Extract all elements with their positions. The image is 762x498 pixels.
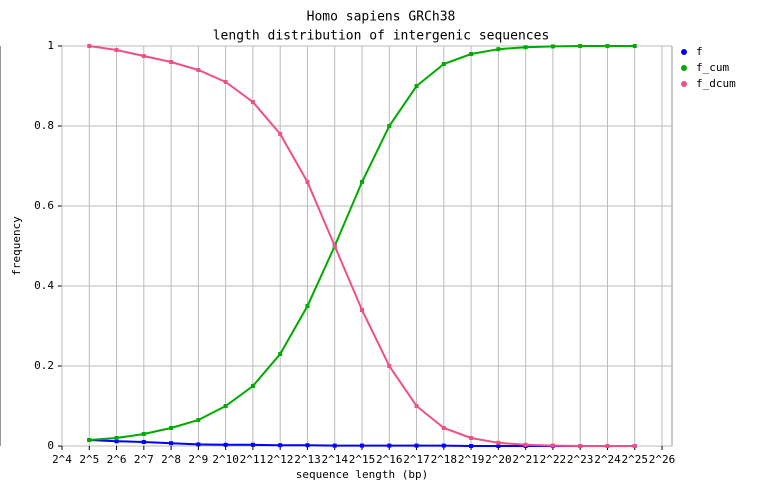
point	[196, 442, 201, 447]
point	[387, 364, 392, 368]
point	[141, 432, 146, 436]
point	[305, 304, 310, 308]
point	[605, 44, 610, 48]
point	[196, 68, 201, 72]
point	[632, 444, 637, 448]
y-tick-label: 0.8	[34, 119, 54, 132]
x-tick-label: 2^19	[458, 453, 485, 466]
point	[114, 439, 119, 444]
x-tick-label: 2^25	[621, 453, 648, 466]
point	[469, 444, 474, 448]
y-axis-label: frequency	[10, 216, 23, 276]
point	[550, 443, 555, 448]
point	[496, 47, 501, 52]
x-tick-label: 2^21	[512, 453, 539, 466]
point	[223, 80, 228, 84]
point	[223, 404, 228, 408]
x-tick-label: 2^7	[134, 453, 154, 466]
point	[169, 60, 174, 64]
y-tick-label: 0.6	[34, 199, 54, 212]
point	[360, 180, 364, 184]
point	[360, 443, 364, 448]
x-axis-label: sequence length (bp)	[296, 468, 428, 481]
point	[278, 132, 283, 136]
point	[469, 52, 474, 56]
point	[332, 443, 337, 448]
point	[196, 418, 201, 422]
point	[550, 44, 555, 49]
point	[496, 440, 501, 445]
point	[441, 426, 446, 430]
x-tick-label: 2^16	[376, 453, 403, 466]
point	[578, 44, 583, 48]
point	[141, 54, 146, 58]
point	[387, 124, 392, 128]
y-tick-label: 0.4	[34, 279, 54, 292]
point	[523, 45, 528, 50]
x-tick-label: 2^9	[188, 453, 208, 466]
x-tick-label: 2^26	[649, 453, 676, 466]
x-tick-label: 2^24	[594, 453, 621, 466]
point	[169, 441, 174, 446]
point	[250, 384, 255, 388]
point	[141, 440, 146, 444]
point	[250, 100, 255, 104]
y-tick-label: 0	[47, 439, 54, 452]
point	[114, 436, 119, 440]
x-tick-label: 2^12	[267, 453, 294, 466]
x-tick-label: 2^14	[321, 453, 348, 466]
chart-title: Homo sapiens GRCh38	[307, 10, 456, 25]
point	[414, 443, 419, 448]
point	[441, 443, 446, 448]
point	[360, 308, 364, 312]
x-tick-label: 2^11	[240, 453, 267, 466]
point	[523, 442, 528, 447]
point	[605, 444, 610, 448]
point	[578, 444, 583, 448]
y-tick-label: 1	[47, 39, 54, 52]
x-tick-label: 2^13	[294, 453, 321, 466]
point	[632, 44, 637, 48]
point	[387, 443, 392, 448]
legend-marker	[681, 65, 687, 71]
point	[87, 44, 92, 48]
x-tick-label: 2^5	[79, 453, 99, 466]
legend-label: f_cum	[696, 61, 729, 74]
legend-label: f	[696, 45, 703, 58]
x-tick-label: 2^15	[349, 453, 376, 466]
x-tick-label: 2^6	[107, 453, 127, 466]
point	[441, 62, 446, 66]
legend-label: f_dcum	[696, 77, 736, 90]
x-tick-label: 2^23	[567, 453, 594, 466]
legend-marker	[681, 81, 687, 87]
point	[114, 48, 119, 52]
x-tick-label: 2^10	[212, 453, 239, 466]
x-tick-label: 2^18	[431, 453, 458, 466]
point	[223, 442, 228, 447]
point	[469, 436, 474, 440]
point	[414, 84, 419, 88]
point	[414, 404, 419, 408]
x-tick-label: 2^4	[52, 453, 72, 466]
point	[278, 352, 283, 356]
point	[169, 426, 174, 430]
point	[278, 443, 283, 448]
chart-subtitle: length distribution of intergenic sequen…	[213, 29, 550, 44]
x-tick-label: 2^20	[485, 453, 512, 466]
x-tick-label: 2^17	[403, 453, 430, 466]
x-tick-label: 2^22	[540, 453, 567, 466]
point	[332, 244, 337, 248]
point	[87, 438, 92, 442]
point	[305, 443, 310, 448]
legend-marker	[681, 49, 687, 55]
y-tick-label: 0.2	[34, 359, 54, 372]
point	[305, 180, 310, 184]
x-tick-label: 2^8	[161, 453, 181, 466]
point	[250, 442, 255, 447]
point	[496, 444, 501, 448]
